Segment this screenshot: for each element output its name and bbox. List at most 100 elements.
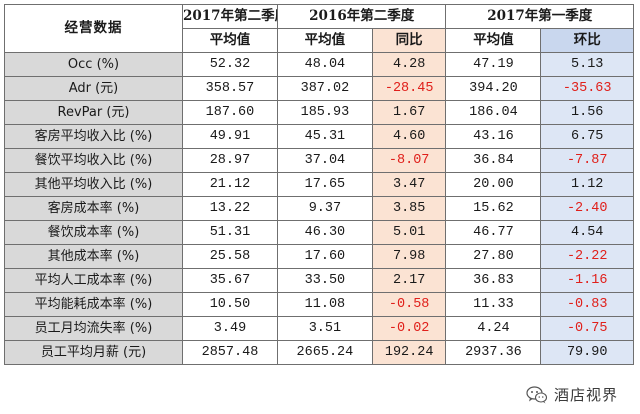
- value-qoq: -2.40: [540, 196, 634, 221]
- value-yoy: 3.85: [371, 196, 447, 221]
- value-2017q2: 2857.48: [182, 340, 278, 365]
- value-2017q1: 4.24: [445, 316, 542, 341]
- value-2016q2: 3.51: [276, 316, 373, 341]
- table-header: 经营数据 2017年第二季度 2016年第二季度 2017年第一季度 平均值 平…: [4, 4, 634, 53]
- row-label: 平均人工成本率 (%): [4, 268, 183, 293]
- value-yoy: 5.01: [371, 220, 447, 245]
- value-2017q2: 35.67: [182, 268, 278, 293]
- row-label: Adr (元): [4, 76, 183, 101]
- value-yoy: 2.17: [371, 268, 447, 293]
- period-header-row: 经营数据 2017年第二季度 2016年第二季度 2017年第一季度: [4, 4, 634, 53]
- watermark: 酒店视界: [521, 383, 624, 406]
- value-2017q1: 15.62: [445, 196, 542, 221]
- value-2017q1: 27.80: [445, 244, 542, 269]
- row-label: RevPar (元): [4, 100, 183, 125]
- row-label: 餐饮成本率 (%): [4, 220, 183, 245]
- value-2016q2: 185.93: [276, 100, 373, 125]
- value-yoy: 3.47: [371, 172, 447, 197]
- value-2017q1: 43.16: [445, 124, 542, 149]
- value-2016q2: 387.02: [276, 76, 373, 101]
- wechat-icon: [526, 385, 548, 403]
- value-2017q2: 51.31: [182, 220, 278, 245]
- value-yoy: 192.24: [371, 340, 447, 365]
- table-row: 员工月均流失率 (%) 3.49 3.51 -0.02 4.24 -0.75: [4, 316, 634, 341]
- subheader-qoq: 环比: [540, 28, 634, 53]
- value-qoq: -35.63: [540, 76, 634, 101]
- subheader-avg-2017q2: 平均值: [182, 28, 278, 53]
- value-2016q2: 45.31: [276, 124, 373, 149]
- value-qoq: 6.75: [540, 124, 634, 149]
- subheader-yoy: 同比: [371, 28, 447, 53]
- corner-label: 经营数据: [4, 4, 183, 53]
- watermark-text: 酒店视界: [553, 386, 618, 404]
- kpi-table: 经营数据 2017年第二季度 2016年第二季度 2017年第一季度 平均值 平…: [4, 4, 634, 365]
- value-2017q2: 25.58: [182, 244, 278, 269]
- row-label: 其他平均收入比 (%): [4, 172, 183, 197]
- table-row: 其他成本率 (%) 25.58 17.60 7.98 27.80 -2.22: [4, 244, 634, 269]
- value-2017q1: 36.84: [445, 148, 542, 173]
- value-yoy: 4.60: [371, 124, 447, 149]
- value-2017q2: 358.57: [182, 76, 278, 101]
- value-yoy: 4.28: [371, 52, 447, 77]
- value-2017q2: 10.50: [182, 292, 278, 317]
- table-row: 餐饮平均收入比 (%) 28.97 37.04 -8.07 36.84 -7.87: [4, 148, 634, 173]
- table-row: 餐饮成本率 (%) 51.31 46.30 5.01 46.77 4.54: [4, 220, 634, 245]
- period-2017q2: 2017年第二季度: [182, 4, 278, 29]
- table-row: 平均人工成本率 (%) 35.67 33.50 2.17 36.83 -1.16: [4, 268, 634, 293]
- value-qoq: 1.12: [540, 172, 634, 197]
- value-yoy: 1.67: [371, 100, 447, 125]
- value-2017q2: 52.32: [182, 52, 278, 77]
- value-2017q2: 28.97: [182, 148, 278, 173]
- value-qoq: 79.90: [540, 340, 634, 365]
- table-row: Adr (元) 358.57 387.02 -28.45 394.20 -35.63: [4, 76, 634, 101]
- period-2016q2: 2016年第二季度: [276, 4, 447, 29]
- table-row: 员工平均月薪 (元) 2857.48 2665.24 192.24 2937.36 79.…: [4, 340, 634, 365]
- value-2017q2: 13.22: [182, 196, 278, 221]
- table-row: 客房平均收入比 (%) 49.91 45.31 4.60 43.16 6.75: [4, 124, 634, 149]
- value-2017q2: 21.12: [182, 172, 278, 197]
- value-2017q2: 49.91: [182, 124, 278, 149]
- value-yoy: -28.45: [371, 76, 447, 101]
- value-2016q2: 17.60: [276, 244, 373, 269]
- row-label: Occ (%): [4, 52, 183, 77]
- subheader-avg-2016q2: 平均值: [276, 28, 373, 53]
- row-label: 员工平均月薪 (元): [4, 340, 183, 365]
- value-2017q1: 11.33: [445, 292, 542, 317]
- value-2017q1: 394.20: [445, 76, 542, 101]
- period-2017q1: 2017年第一季度: [445, 4, 634, 29]
- value-yoy: -0.58: [371, 292, 447, 317]
- row-label: 员工月均流失率 (%): [4, 316, 183, 341]
- data-sheet: 经营数据 2017年第二季度 2016年第二季度 2017年第一季度 平均值 平…: [4, 4, 634, 410]
- value-qoq: -1.16: [540, 268, 634, 293]
- value-qoq: -7.87: [540, 148, 634, 173]
- subheader-row: 平均值 平均值 同比 平均值 环比: [5, 28, 634, 53]
- value-2016q2: 2665.24: [276, 340, 373, 365]
- value-2017q1: 46.77: [445, 220, 542, 245]
- value-2017q1: 20.00: [445, 172, 542, 197]
- value-qoq: 1.56: [540, 100, 634, 125]
- value-2016q2: 9.37: [276, 196, 373, 221]
- value-qoq: -2.22: [540, 244, 634, 269]
- value-qoq: -0.83: [540, 292, 634, 317]
- value-2017q1: 36.83: [445, 268, 542, 293]
- value-2017q2: 187.60: [182, 100, 278, 125]
- value-2017q2: 3.49: [182, 316, 278, 341]
- value-2017q1: 2937.36: [445, 340, 542, 365]
- value-2016q2: 17.65: [276, 172, 373, 197]
- row-label: 客房成本率 (%): [4, 196, 183, 221]
- value-2016q2: 48.04: [276, 52, 373, 77]
- value-2016q2: 37.04: [276, 148, 373, 173]
- table-row: RevPar (元) 187.60 185.93 1.67 186.04 1.56: [4, 100, 634, 125]
- value-yoy: 7.98: [371, 244, 447, 269]
- row-label: 客房平均收入比 (%): [4, 124, 183, 149]
- value-yoy: -8.07: [371, 148, 447, 173]
- value-2016q2: 11.08: [276, 292, 373, 317]
- value-2016q2: 33.50: [276, 268, 373, 293]
- table-body: Occ (%) 52.32 48.04 4.28 47.19 5.13 Adr (元) 358…: [4, 52, 634, 365]
- row-label: 餐饮平均收入比 (%): [4, 148, 183, 173]
- row-label: 平均能耗成本率 (%): [4, 292, 183, 317]
- value-qoq: 4.54: [540, 220, 634, 245]
- table-row: 平均能耗成本率 (%) 10.50 11.08 -0.58 11.33 -0.83: [4, 292, 634, 317]
- value-2017q1: 47.19: [445, 52, 542, 77]
- table-row: Occ (%) 52.32 48.04 4.28 47.19 5.13: [4, 52, 634, 77]
